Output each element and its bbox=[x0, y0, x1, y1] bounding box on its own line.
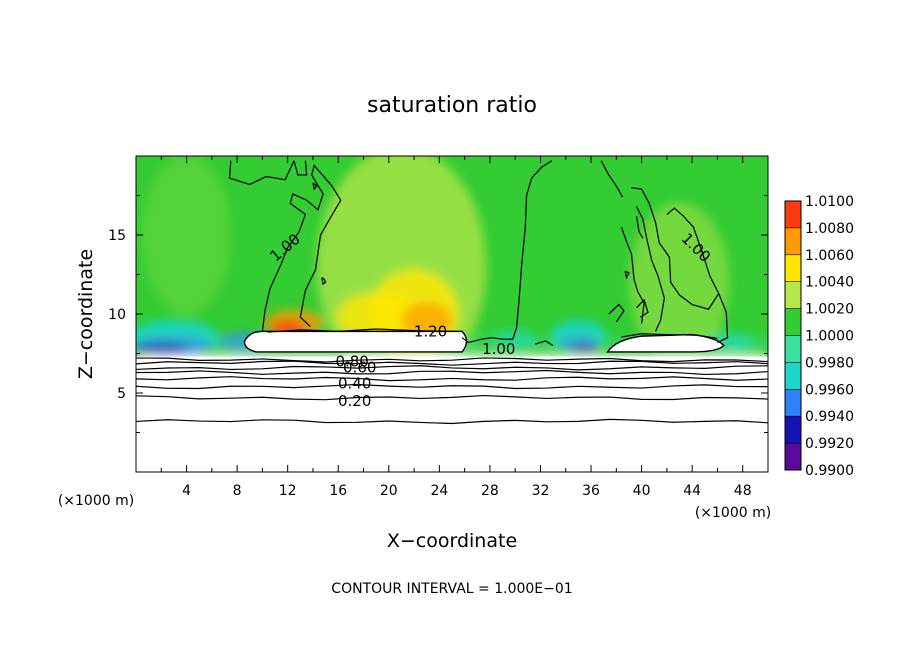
colorbar-label: 0.9980 bbox=[805, 355, 854, 371]
contour-line-1.00 bbox=[666, 207, 720, 294]
colorbar-label: 0.9920 bbox=[805, 436, 854, 452]
field-blob bbox=[629, 202, 730, 363]
colorbar-segment bbox=[785, 416, 801, 444]
y-axis-label: Z−coordinate bbox=[75, 249, 97, 379]
contour-label: 0.20 bbox=[338, 392, 371, 410]
chart-title: saturation ratio bbox=[367, 93, 537, 118]
colorbar-segment bbox=[785, 227, 801, 255]
colorbar-label: 0.9960 bbox=[805, 382, 854, 398]
x-tick-label: 8 bbox=[233, 483, 242, 499]
y-tick-label: 10 bbox=[108, 307, 126, 323]
y-tick-label: 5 bbox=[117, 386, 126, 402]
colorbar-label: 0.9900 bbox=[805, 463, 854, 479]
colorbar-label: 1.0040 bbox=[805, 275, 854, 291]
x-tick-label: 20 bbox=[380, 483, 398, 499]
colorbar-segment bbox=[785, 443, 801, 470]
x-tick-label: 24 bbox=[430, 483, 448, 499]
colorbar-segment bbox=[785, 201, 801, 228]
contour-line-1.00 bbox=[261, 164, 342, 332]
contour-line-1.00 bbox=[228, 160, 295, 186]
contour-line-lower bbox=[136, 360, 768, 366]
contour-line-lower bbox=[136, 383, 768, 390]
contour-line-1.00 bbox=[631, 187, 729, 343]
contour-line-small bbox=[321, 277, 327, 285]
contour-line-1.00 bbox=[635, 215, 644, 239]
field-blob bbox=[141, 156, 232, 315]
contour-label: 0.60 bbox=[343, 359, 376, 377]
contour-line-lower bbox=[136, 376, 768, 382]
x-tick-label: 12 bbox=[279, 483, 297, 499]
colorbar-segment bbox=[785, 335, 801, 363]
contour-line-lower bbox=[136, 394, 768, 401]
colorbar-label: 0.9940 bbox=[805, 409, 854, 425]
heatmap-field: 1.001.201.001.000.800.600.400.20 bbox=[136, 156, 768, 472]
x-tick-label: 36 bbox=[582, 483, 600, 499]
contour-line-small bbox=[312, 182, 318, 191]
colorbar-segment bbox=[785, 308, 801, 336]
x-unit-right: (×1000 m) bbox=[695, 505, 771, 521]
contour-line-1.00 bbox=[636, 206, 665, 332]
contour-line-lower bbox=[136, 418, 768, 425]
x-tick-label: 32 bbox=[532, 483, 550, 499]
x-tick-label: 40 bbox=[633, 483, 651, 499]
colorbar-label: 1.0020 bbox=[805, 302, 854, 318]
colorbar-segment bbox=[785, 362, 801, 390]
colorbar-segment bbox=[785, 389, 801, 417]
contour-line-1.20 bbox=[267, 328, 455, 333]
field-blob bbox=[401, 302, 452, 339]
contour-line-1.00 bbox=[535, 340, 554, 347]
colorbar-label: 1.0000 bbox=[805, 329, 854, 345]
x-tick-label: 16 bbox=[329, 483, 347, 499]
contour-line-1.00 bbox=[608, 303, 625, 323]
contour-label: 1.00 bbox=[482, 340, 515, 358]
contour-line-lower bbox=[136, 365, 768, 371]
contour-line-1.20 bbox=[621, 333, 718, 340]
y-tick-label: 15 bbox=[108, 228, 126, 244]
contour-label: 1.20 bbox=[414, 322, 447, 340]
cloud-region-right bbox=[606, 333, 725, 353]
x-tick-label: 4 bbox=[182, 483, 191, 499]
colorbar-label: 1.0080 bbox=[805, 221, 854, 237]
contour-label: 0.40 bbox=[338, 375, 371, 393]
colorbar-segment bbox=[785, 254, 801, 282]
contour-line-lower bbox=[136, 369, 768, 376]
contour-line-small bbox=[624, 270, 630, 280]
contour-line-1.00 bbox=[636, 298, 649, 318]
contour-line-1.00 bbox=[461, 160, 553, 344]
x-tick-label: 48 bbox=[734, 483, 752, 499]
colorbar-label: 1.0100 bbox=[805, 194, 854, 210]
contour-line-lower bbox=[136, 357, 768, 363]
contour-label: 0.80 bbox=[335, 352, 368, 370]
contour-interval-note: CONTOUR INTERVAL = 1.000E−01 bbox=[331, 581, 572, 597]
colorbar-segment bbox=[785, 281, 801, 309]
x-unit-left: (×1000 m) bbox=[58, 493, 134, 509]
contour-line-1.00 bbox=[600, 160, 624, 198]
x-axis-label: X−coordinate bbox=[387, 530, 517, 552]
x-tick-label: 44 bbox=[683, 483, 701, 499]
contour-line-1.00 bbox=[620, 226, 645, 324]
colorbar: 0.9900 0.9920 0.9940 0.9960 0.9980 1.0000 1.00… bbox=[784, 194, 854, 479]
x-tick-label: 28 bbox=[481, 483, 499, 499]
colorbar-label: 1.0060 bbox=[805, 248, 854, 264]
contour-line-1.00 bbox=[293, 160, 308, 176]
subsaturated-region bbox=[136, 356, 768, 472]
